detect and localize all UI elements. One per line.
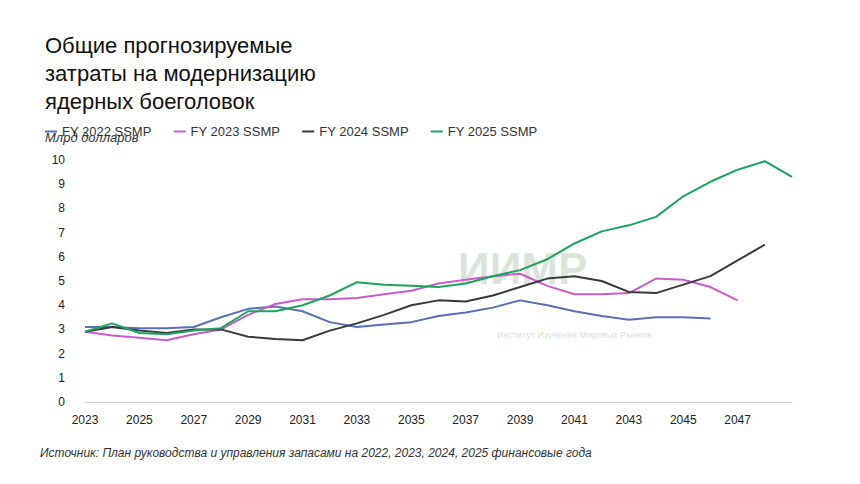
- svg-text:6: 6: [58, 250, 65, 264]
- svg-text:2037: 2037: [452, 413, 479, 427]
- svg-text:2043: 2043: [615, 413, 642, 427]
- svg-text:2025: 2025: [126, 413, 153, 427]
- svg-text:ядерных боеголовок: ядерных боеголовок: [45, 89, 255, 114]
- svg-text:2035: 2035: [398, 413, 425, 427]
- svg-text:2029: 2029: [235, 413, 262, 427]
- svg-text:4: 4: [58, 298, 65, 312]
- svg-text:затраты на модернизацию: затраты на модернизацию: [45, 61, 322, 86]
- svg-text:FY 2025 SSMP: FY 2025 SSMP: [448, 124, 537, 139]
- svg-text:0: 0: [58, 395, 65, 409]
- svg-text:2023: 2023: [72, 413, 99, 427]
- svg-text:2031: 2031: [289, 413, 316, 427]
- svg-text:Общие прогнозируемые: Общие прогнозируемые: [45, 33, 299, 58]
- svg-text:Млрд долларов: Млрд долларов: [45, 130, 139, 145]
- svg-text:2047: 2047: [724, 413, 751, 427]
- svg-text:2: 2: [58, 347, 65, 361]
- svg-text:7: 7: [58, 226, 65, 240]
- svg-text:5: 5: [58, 274, 65, 288]
- svg-text:Источник: План руководства и у: Источник: План руководства и управления …: [40, 446, 592, 460]
- svg-text:1: 1: [58, 371, 65, 385]
- svg-text:10: 10: [52, 153, 66, 167]
- svg-text:2033: 2033: [344, 413, 371, 427]
- svg-text:8: 8: [58, 201, 65, 215]
- svg-text:2039: 2039: [507, 413, 534, 427]
- svg-text:2041: 2041: [561, 413, 588, 427]
- svg-text:FY 2023 SSMP: FY 2023 SSMP: [191, 124, 280, 139]
- svg-text:FY 2024 SSMP: FY 2024 SSMP: [319, 124, 408, 139]
- svg-text:3: 3: [58, 322, 65, 336]
- svg-text:Институт Изучения Мировых Рынк: Институт Изучения Мировых Рынков: [497, 330, 652, 340]
- svg-text:2027: 2027: [180, 413, 207, 427]
- svg-text:ИИМР: ИИМР: [458, 244, 587, 293]
- svg-text:2045: 2045: [670, 413, 697, 427]
- svg-text:9: 9: [58, 177, 65, 191]
